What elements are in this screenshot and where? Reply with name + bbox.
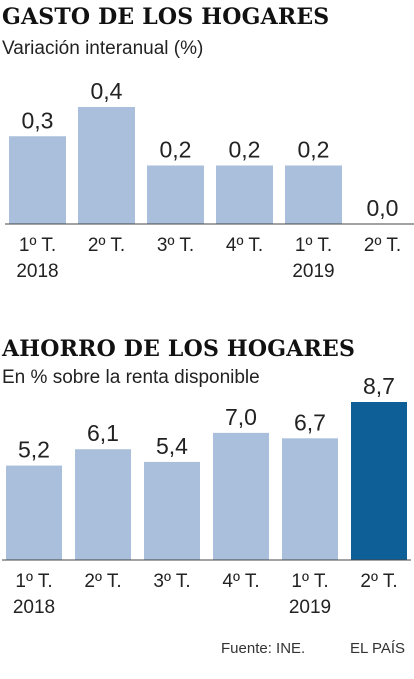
ahorro-tick-label-1-year: 2018 xyxy=(13,597,55,618)
chart-1-subtitle: Variación interanual (%) xyxy=(2,38,204,59)
brand-credit: EL PAÍS xyxy=(350,640,406,657)
ahorro-value-label-5: 6,7 xyxy=(294,409,326,435)
ahorro-tick-label-5-year: 2019 xyxy=(289,597,331,618)
gasto-tick-label-1-year: 2018 xyxy=(16,261,58,282)
ahorro-bar-4 xyxy=(213,432,269,560)
gasto-tick-label-4: 4º T. xyxy=(226,235,263,256)
gasto-tick-label-1: 1º T. xyxy=(19,235,56,256)
ahorro-tick-label-5: 1º T. xyxy=(291,571,328,592)
gasto-bar-chart: 0,3 1º T. 2018 0,4 2º T. 0,2 3º T. 0,2 4º T. 0,2 1… xyxy=(5,78,414,282)
gasto-value-label-4: 0,2 xyxy=(229,137,261,163)
chart-2-title: AHORRO DE LOS HOGARES xyxy=(2,336,356,362)
ahorro-bar-2 xyxy=(75,449,131,560)
gasto-bar-1 xyxy=(9,136,66,224)
gasto-value-label-6: 0,0 xyxy=(367,195,399,221)
gasto-bar-4 xyxy=(216,165,273,224)
ahorro-value-label-6: 8,7 xyxy=(363,373,395,399)
chart-1-title: GASTO DE LOS HOGARES xyxy=(2,4,330,30)
gasto-tick-label-6: 2º T. xyxy=(364,235,401,256)
ahorro-tick-label-6: 2º T. xyxy=(360,571,397,592)
gasto-value-label-5: 0,2 xyxy=(298,137,330,163)
ahorro-tick-label-2: 2º T. xyxy=(84,571,121,592)
chart-2-subtitle: En % sobre la renta disponible xyxy=(2,367,260,388)
ahorro-bar-chart: 5,2 1º T. 2018 6,1 2º T. 5,4 3º T. 7,0 4º T. 6,7 1… xyxy=(2,373,411,618)
gasto-tick-label-2: 2º T. xyxy=(88,235,125,256)
gasto-value-label-3: 0,2 xyxy=(160,137,192,163)
gasto-bar-2 xyxy=(78,107,135,224)
gasto-tick-label-3: 3º T. xyxy=(157,235,194,256)
gasto-bar-5 xyxy=(285,165,342,224)
source-note: Fuente: INE. xyxy=(221,640,306,657)
gasto-tick-label-5-year: 2019 xyxy=(292,261,334,282)
gasto-value-label-2: 0,4 xyxy=(91,78,123,104)
ahorro-bar-1 xyxy=(6,465,62,560)
ahorro-tick-label-3: 3º T. xyxy=(153,571,190,592)
ahorro-value-label-1: 5,2 xyxy=(18,437,50,463)
gasto-bar-3 xyxy=(147,165,204,224)
ahorro-tick-label-4: 4º T. xyxy=(222,571,259,592)
ahorro-tick-label-1: 1º T. xyxy=(15,571,52,592)
ahorro-bar-5 xyxy=(282,438,338,560)
ahorro-value-label-3: 5,4 xyxy=(156,433,188,459)
ahorro-bar-3 xyxy=(144,461,200,560)
ahorro-value-label-2: 6,1 xyxy=(87,420,119,446)
ahorro-bar-6 xyxy=(351,402,407,560)
ahorro-value-label-4: 7,0 xyxy=(225,404,257,430)
gasto-value-label-1: 0,3 xyxy=(22,107,54,133)
gasto-tick-label-5: 1º T. xyxy=(295,235,332,256)
